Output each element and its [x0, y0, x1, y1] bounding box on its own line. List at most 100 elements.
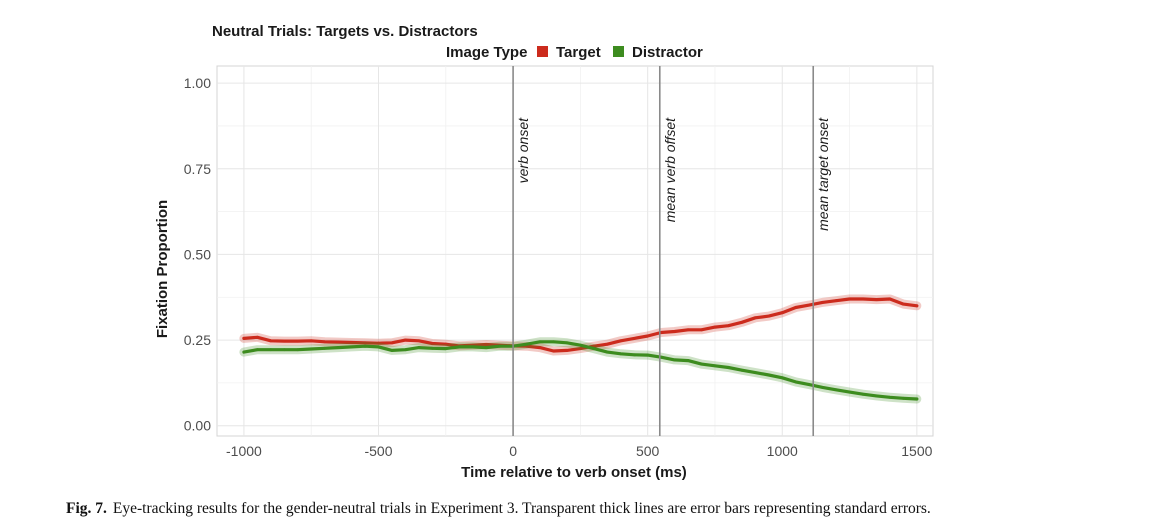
data-point-distractor: [457, 345, 461, 349]
data-point-target: [780, 311, 784, 315]
x-tick-label: -1000: [226, 443, 262, 459]
data-point-distractor: [404, 348, 407, 352]
data-point-distractor: [888, 395, 892, 399]
data-point-distractor: [525, 342, 528, 346]
data-point-distractor: [484, 346, 488, 350]
y-tick-label: 0.00: [184, 418, 211, 434]
data-point-distractor: [915, 397, 919, 401]
reference-line-label: verb onset: [515, 117, 531, 183]
data-point-target: [807, 303, 811, 307]
legend-swatch-target: [537, 46, 548, 57]
data-point-target: [255, 335, 259, 339]
data-point-target: [673, 330, 676, 333]
data-point-distractor: [861, 392, 865, 396]
legend-swatch-distractor: [613, 46, 624, 57]
data-point-target: [834, 299, 838, 303]
data-point-distractor: [632, 353, 636, 357]
data-point-distractor: [794, 380, 798, 384]
data-point-distractor: [686, 359, 690, 363]
data-point-target: [269, 339, 273, 343]
data-point-distractor: [498, 344, 502, 348]
legend-label-target: Target: [556, 44, 601, 61]
data-point-distractor: [592, 347, 596, 351]
x-tick-label: 1000: [767, 443, 798, 459]
y-axis-title: Fixation Proportion: [154, 200, 171, 338]
data-point-target: [565, 348, 569, 352]
data-point-target: [242, 336, 246, 340]
data-point-distractor: [821, 385, 825, 389]
data-point-distractor: [780, 376, 784, 380]
data-point-distractor: [296, 348, 300, 352]
data-point-distractor: [282, 348, 286, 352]
reference-line-label: mean verb offset: [662, 117, 678, 222]
data-point-target: [417, 339, 421, 343]
x-tick-label: 0: [509, 443, 517, 459]
data-point-distractor: [363, 344, 367, 348]
data-point-distractor: [255, 348, 259, 352]
data-point-distractor: [552, 340, 555, 344]
data-point-distractor: [390, 348, 394, 352]
data-point-target: [646, 334, 650, 338]
data-point-target: [875, 298, 878, 302]
data-point-distractor: [700, 362, 703, 366]
data-point-distractor: [444, 347, 448, 351]
data-point-target: [363, 341, 367, 345]
y-tick-label: 0.75: [184, 161, 211, 177]
data-point-distractor: [740, 368, 744, 372]
data-point-target: [700, 328, 703, 332]
data-point-target: [404, 338, 407, 342]
data-point-target: [430, 342, 434, 345]
data-point-distractor: [834, 388, 838, 392]
data-point-distractor: [901, 396, 905, 400]
data-point-target: [552, 349, 555, 353]
data-point-target: [794, 306, 798, 309]
x-axis-title: Time relative to verb onset (ms): [461, 464, 687, 481]
legend-label-distractor: Distractor: [632, 44, 703, 61]
data-point-distractor: [430, 346, 434, 350]
data-point-distractor: [605, 350, 609, 354]
data-point-target: [767, 314, 771, 318]
data-point-target: [848, 297, 851, 301]
data-point-distractor: [727, 366, 730, 369]
figure-caption-text: Eye-tracking results for the gender-neut…: [112, 500, 931, 517]
data-point-distractor: [377, 345, 380, 349]
data-point-target: [377, 341, 380, 345]
data-point-target: [753, 316, 757, 320]
y-tick-label: 1.00: [184, 75, 211, 91]
data-point-target: [686, 328, 690, 332]
data-point-target: [390, 341, 394, 345]
data-point-distractor: [767, 373, 771, 377]
data-point-target: [740, 320, 744, 324]
figure-caption: Fig. 7. Eye-tracking results for the gend…: [66, 500, 1136, 518]
data-point-target: [901, 302, 905, 306]
y-tick-label: 0.25: [184, 332, 211, 348]
data-point-distractor: [471, 345, 475, 349]
data-point-target: [821, 300, 825, 304]
data-point-target: [713, 325, 717, 329]
data-point-target: [282, 339, 286, 343]
data-point-target: [444, 342, 448, 346]
data-point-distractor: [807, 383, 811, 387]
x-tick-label: 1500: [901, 443, 932, 459]
data-point-distractor: [673, 358, 676, 362]
data-point-target: [632, 336, 636, 340]
data-point-target: [538, 346, 542, 350]
data-point-target: [605, 342, 609, 346]
data-point-distractor: [242, 350, 246, 354]
data-point-target: [350, 341, 353, 344]
data-point-target: [578, 347, 582, 351]
data-point-target: [619, 339, 623, 343]
data-point-target: [296, 339, 300, 343]
data-point-target: [727, 324, 730, 328]
data-point-distractor: [323, 346, 327, 350]
y-tick-label: 0.50: [184, 246, 211, 262]
data-point-distractor: [309, 347, 313, 351]
data-point-distractor: [350, 345, 353, 349]
figure-caption-label: Fig. 7.: [66, 500, 107, 517]
x-tick-label: 500: [636, 443, 660, 459]
data-point-target: [888, 297, 892, 301]
data-point-distractor: [619, 352, 623, 356]
data-point-target: [309, 339, 313, 343]
data-point-target: [861, 297, 865, 301]
data-point-target: [484, 343, 488, 346]
